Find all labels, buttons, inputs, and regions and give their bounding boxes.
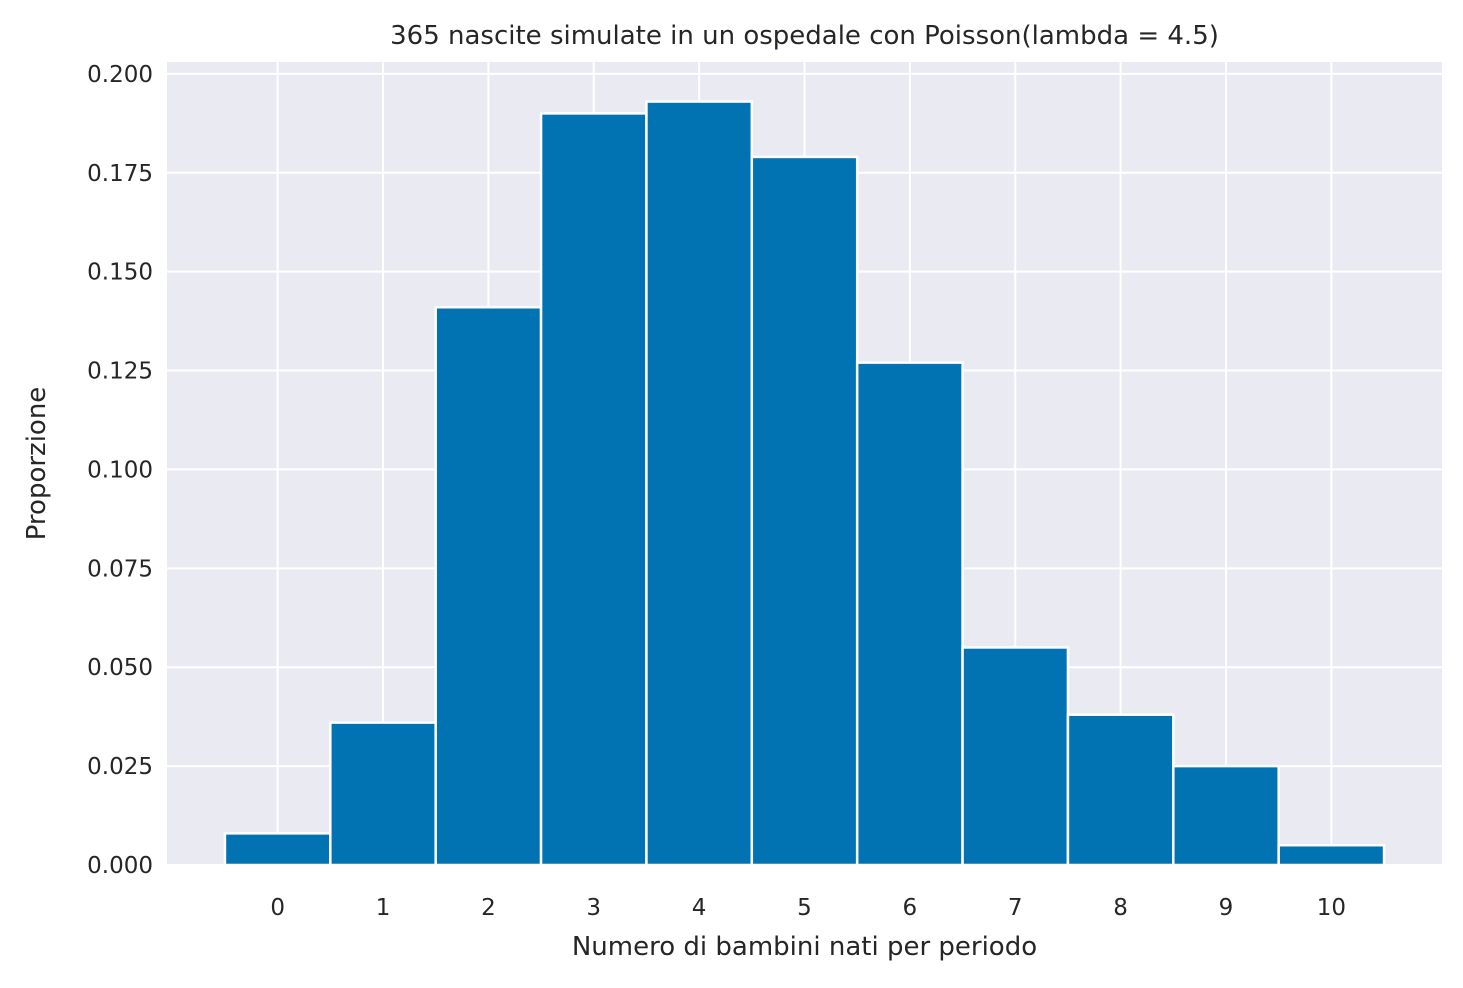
bar-5 [750,155,859,867]
x-tick-label: 5 [797,895,812,921]
x-tick-label: 7 [1008,895,1023,921]
bar-1 [329,721,437,867]
y-tick-label: 0.075 [87,556,153,582]
bar-4 [645,100,754,867]
y-tick-label: 0.050 [87,655,153,681]
x-tick-label: 10 [1317,895,1346,921]
x-tick-label: 2 [481,895,496,921]
x-tick-label: 4 [692,895,707,921]
x-tick-label: 9 [1219,895,1234,921]
y-tick-label: 0.100 [87,457,153,483]
bar-0 [223,832,332,867]
x-tick-label: 8 [1113,895,1128,921]
x-tick-label: 6 [903,895,918,921]
bar-8 [1066,713,1175,867]
x-axis-label: Numero di bambini nati per periodo [572,932,1037,962]
y-tick-labels: 0.000 0.025 0.050 0.075 0.100 0.125 0.150 0.175… [87,62,153,879]
y-tick-label: 0.175 [87,161,153,187]
bar-10 [1277,843,1386,867]
y-tick-label: 0.125 [87,359,153,385]
bar-2 [434,306,543,867]
y-tick-label: 0.025 [87,754,153,780]
bar-7 [961,646,1070,867]
chart-title: 365 nascite simulate in un ospedale con … [390,21,1219,51]
bar-9 [1172,764,1280,867]
x-tick-label: 0 [270,895,285,921]
bars [223,100,1386,867]
x-tick-label: 3 [586,895,601,921]
x-tick-label: 1 [376,895,391,921]
y-tick-label: 0.200 [87,62,153,88]
x-tick-labels: 0 1 2 3 4 5 6 7 8 9 10 [270,895,1346,921]
y-tick-label: 0.000 [87,853,153,879]
y-axis-label: Proporzione [22,387,52,541]
bar-3 [539,112,648,867]
bar-6 [855,361,964,867]
y-tick-label: 0.150 [87,260,153,286]
